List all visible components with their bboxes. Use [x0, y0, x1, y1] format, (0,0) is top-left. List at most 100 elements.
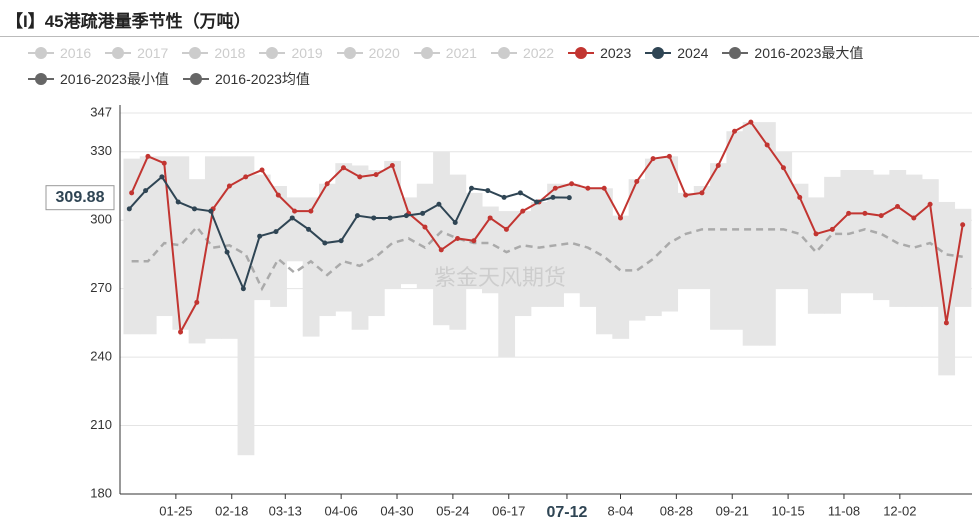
legend-icon [28, 47, 54, 59]
series-point [224, 249, 230, 255]
band-bar [188, 179, 206, 344]
band-bar [123, 158, 141, 335]
series-point [601, 185, 607, 191]
band-bar [351, 165, 369, 330]
legend-item[interactable]: 2016-2023最大值 [722, 40, 863, 66]
band-bar [710, 163, 727, 330]
band-bar [628, 179, 646, 321]
legend-dot [35, 73, 47, 85]
legend-icon [645, 47, 672, 59]
x-tick-label: 02-18 [215, 503, 248, 518]
band-bar [693, 186, 711, 289]
pointer-y-label: 309.88 [56, 189, 105, 206]
watermark: 紫金天风期货 [434, 265, 566, 290]
series-point [715, 162, 721, 168]
series-point [175, 199, 181, 205]
x-tick-label: 8-04 [607, 503, 633, 518]
legend-label: 2017 [137, 45, 169, 61]
series-line [128, 175, 570, 292]
x-tick-label: 09-21 [716, 503, 749, 518]
x-tick-label: 06-17 [492, 503, 525, 518]
legend-item[interactable]: 2023 [568, 40, 631, 66]
series-point [485, 188, 491, 194]
series-point [813, 231, 819, 237]
band-bar [856, 170, 874, 294]
series-point [145, 153, 151, 159]
series-point [650, 156, 656, 162]
series-point [129, 190, 135, 196]
legend-label: 2023 [600, 45, 632, 61]
band-bar [677, 192, 695, 289]
band-bar [481, 206, 499, 294]
band-bar [644, 158, 662, 317]
band-bar [759, 122, 776, 346]
band-bar [367, 170, 385, 317]
legend-dot [575, 47, 588, 59]
series-point [324, 181, 330, 187]
legend-item[interactable]: 2016-2023均值 [182, 66, 310, 92]
x-tick-label: 11-08 [828, 503, 860, 518]
title-rule [0, 36, 979, 37]
x-tick-label: 03-13 [269, 503, 302, 518]
pointer-y-box [45, 185, 115, 211]
series-point [501, 194, 507, 200]
legend-item[interactable]: 2020 [336, 40, 400, 66]
band-bar [400, 197, 418, 285]
legend-label: 2016-2023均值 [214, 71, 310, 87]
series-point [357, 174, 363, 180]
pointer-x-label: 07-12 [546, 504, 587, 521]
band-bar [221, 156, 239, 339]
band-bar [514, 211, 532, 317]
band-bar [840, 170, 858, 294]
series-point [275, 192, 281, 198]
y-tick-label: 270 [90, 280, 112, 295]
legend-icon [336, 47, 363, 59]
band-bar [384, 160, 402, 289]
chart-title: 【I】45港疏港量季节性（万吨） [6, 12, 251, 31]
series-point [683, 192, 689, 198]
series-point [191, 206, 197, 212]
series-point [338, 238, 344, 244]
pointer-x-box [536, 500, 597, 524]
band-bar [253, 174, 271, 301]
band-bar [286, 197, 304, 262]
legend-item[interactable]: 2022 [490, 40, 554, 66]
x-tick-label: 08-28 [660, 503, 693, 518]
series-point [566, 195, 572, 201]
series-point [534, 199, 540, 205]
legend-label: 2020 [368, 45, 400, 61]
series-point [569, 181, 575, 187]
x-tick-label: 12-02 [883, 503, 916, 518]
series-point [420, 210, 426, 216]
y-tick-label: 330 [90, 143, 112, 158]
legend-label: 2018 [214, 45, 246, 61]
y-tick-label: 180 [90, 485, 112, 500]
series-point [389, 162, 395, 168]
series-point [308, 208, 314, 214]
legend-icon [413, 47, 440, 59]
legend-item[interactable]: 2017 [105, 40, 168, 66]
legend-label: 2016 [60, 45, 92, 61]
legend-item[interactable]: 2021 [413, 40, 477, 66]
legend-label: 2024 [677, 45, 709, 61]
band-bar [954, 208, 972, 307]
legend-item[interactable]: 2016 [28, 40, 91, 66]
legend-dot [420, 47, 433, 59]
legend-icon [568, 47, 595, 59]
legend-item[interactable]: 2019 [259, 40, 323, 66]
series-point [829, 226, 835, 232]
series-point [585, 185, 591, 191]
legend-icon [105, 47, 132, 59]
series-point [634, 178, 640, 184]
series-point [194, 299, 200, 305]
series-point [387, 215, 393, 221]
legend-item[interactable]: 2024 [645, 40, 708, 66]
series-point [240, 286, 246, 292]
series-point [273, 229, 279, 235]
legend-item[interactable]: 2016-2023最小值 [28, 66, 169, 92]
legend-dot [652, 47, 665, 59]
legend-item[interactable]: 2018 [182, 40, 245, 66]
legend-icon [182, 47, 209, 59]
series-point [259, 167, 265, 173]
